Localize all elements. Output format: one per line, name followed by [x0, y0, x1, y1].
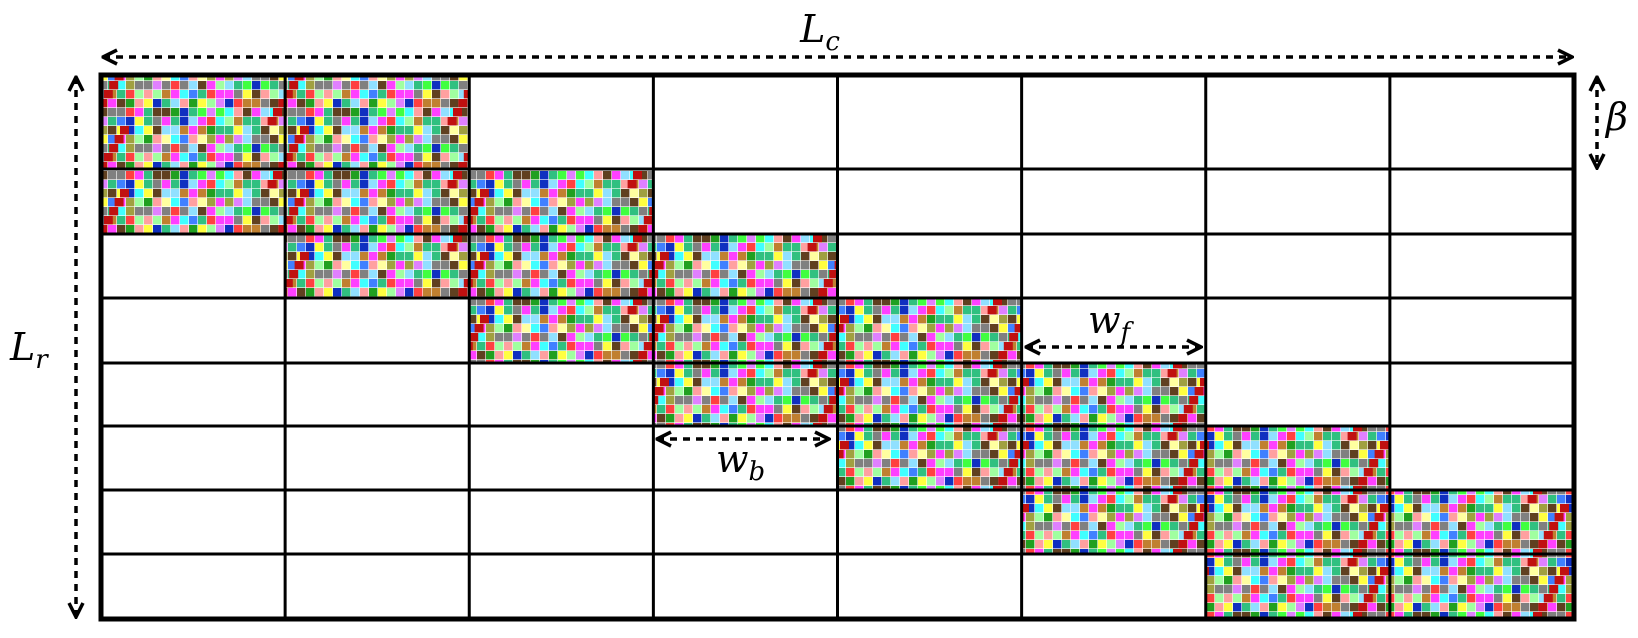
- mosaic-cell: [1206, 555, 1389, 618]
- grid-cells: [102, 76, 1573, 618]
- beta-label: β: [1604, 95, 1628, 139]
- mosaic-cell: [1206, 427, 1389, 489]
- mosaic-cell: [1206, 491, 1389, 553]
- mosaic-cell: [470, 235, 653, 297]
- mosaic-cell: [838, 364, 1021, 425]
- mosaic-cell: [102, 170, 285, 233]
- mosaic-cell: [838, 427, 1021, 489]
- mosaic-cell: [654, 299, 837, 362]
- mosaic-cell: [654, 364, 837, 425]
- wf-label: wf: [1088, 298, 1135, 348]
- mosaic-cell: [286, 76, 469, 168]
- mosaic-cell: [470, 299, 653, 362]
- mosaic-cell: [286, 235, 469, 297]
- mosaic-cell: [1022, 364, 1205, 425]
- mosaic-cell: [1022, 427, 1205, 489]
- mosaic-cell: [102, 76, 285, 168]
- mosaic-cell: [1022, 491, 1205, 553]
- mosaic-cell: [1390, 555, 1573, 618]
- grid-lines: [98, 72, 1577, 622]
- grid-border: [98, 72, 1577, 622]
- wb-label: wb: [716, 437, 765, 487]
- lr-label: Lr: [9, 325, 49, 375]
- lc-label: Lc: [799, 7, 840, 57]
- mosaic-cell: [654, 235, 837, 297]
- mosaic-cell: [838, 299, 1021, 362]
- mosaic-cell: [470, 170, 653, 233]
- mosaic-cell: [286, 170, 469, 233]
- mosaic-cell: [1390, 491, 1573, 553]
